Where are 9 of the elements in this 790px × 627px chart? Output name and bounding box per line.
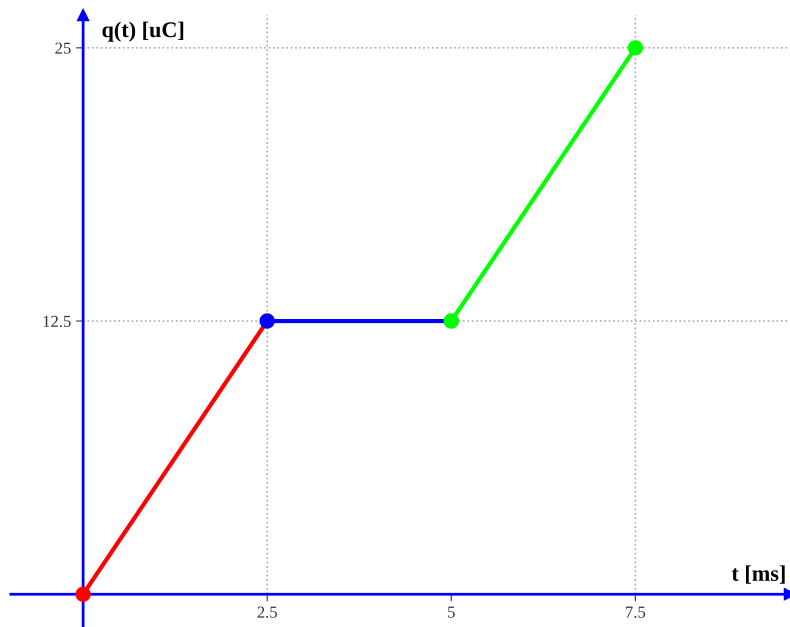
x-axis-title: t [ms] bbox=[732, 565, 785, 584]
x-tick-label: 7.5 bbox=[626, 606, 646, 618]
y-tick-label: 25 bbox=[55, 42, 71, 54]
x-tick-label: 2.5 bbox=[258, 606, 277, 618]
y-tick-label: 12.5 bbox=[44, 316, 71, 328]
x-tick-label: 5 bbox=[448, 606, 455, 618]
point bbox=[628, 40, 644, 56]
point bbox=[75, 586, 91, 602]
y-axis-title: q(t) [uC] bbox=[102, 22, 184, 42]
